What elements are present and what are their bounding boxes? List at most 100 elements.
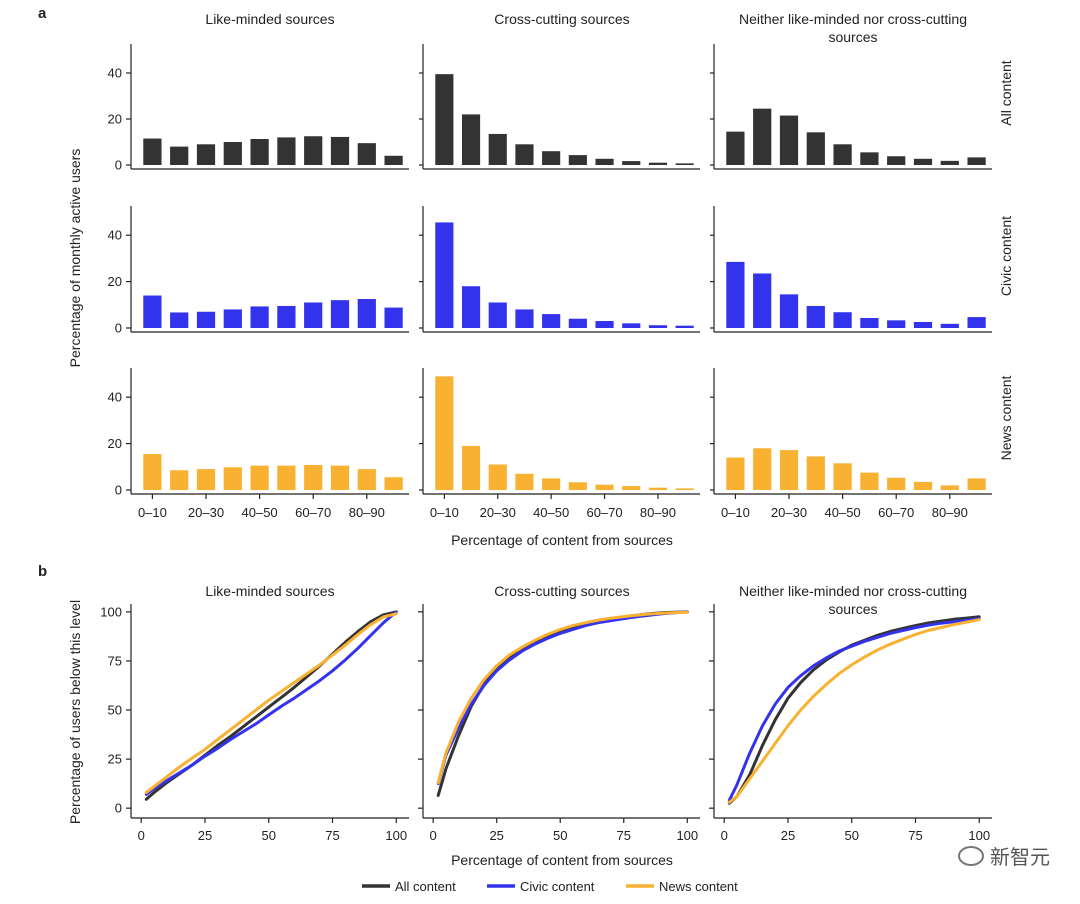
bar-news-content-neither-80-90: [940, 485, 959, 490]
bar-all-content-cross-80-90: [648, 162, 668, 165]
line-x-tick-label-cross-75: 75: [617, 828, 631, 843]
line-series-neither-civic-content: [727, 617, 981, 802]
line-series-like-news-content: [144, 612, 398, 794]
x-tick-label-news-content-neither-8: 80–90: [932, 505, 968, 520]
bar-news-content-like-30-40: [223, 467, 242, 490]
bar-all-content-neither-90-100: [967, 157, 986, 165]
y-tick-label-civic-content-like-40: 40: [108, 228, 122, 243]
bar-all-content-neither-30-40: [806, 132, 825, 165]
bar-civic-content-cross-20-30: [488, 302, 507, 328]
bar-all-content-like-80-90: [357, 143, 376, 165]
bar-civic-content-like-50-60: [277, 305, 296, 328]
bar-news-content-cross-50-60: [568, 482, 587, 490]
bar-all-content-cross-20-30: [488, 133, 507, 165]
bar-news-content-like-70-80: [330, 465, 350, 490]
bar-civic-content-like-60-70: [304, 302, 323, 328]
bar-all-content-like-50-60: [277, 137, 296, 165]
bar-all-content-cross-10-20: [461, 114, 481, 165]
line-y-tick-label-like-100: 100: [100, 604, 122, 619]
line-x-tick-label-neither-75: 75: [908, 828, 922, 843]
col-title-like-minded-b: Like-minded sources: [205, 583, 334, 599]
bar-news-content-like-80-90: [357, 469, 376, 490]
line-x-tick-label-neither-100: 100: [968, 828, 990, 843]
line-y-axis-label: Percentage of users below this level: [67, 600, 83, 824]
x-tick-label-news-content-neither-6: 60–70: [878, 505, 914, 520]
line-x-tick-label-neither-50: 50: [844, 828, 858, 843]
x-tick-label-news-content-neither-2: 20–30: [771, 505, 807, 520]
bar-all-content-cross-60-70: [595, 158, 614, 165]
line-y-tick-label-like-50: 50: [108, 703, 122, 718]
bar-y-axis-label: Percentage of monthly active users: [67, 149, 83, 368]
row-title-all: All content: [998, 60, 1014, 125]
col-title-neither-b-line2: sources: [828, 601, 877, 617]
col-title-neither-b-line1: Neither like-minded nor cross-cutting: [739, 583, 967, 599]
watermark-text: 新智元: [990, 845, 1050, 869]
bar-news-content-cross-70-80: [622, 486, 641, 490]
legend-label-news-content: News content: [659, 879, 738, 894]
bar-civic-content-like-70-80: [330, 300, 350, 328]
plots-layer: 0 20 40 0 20 40 0 20 40 0–10 20–30 40–50 60–70 80–90 0…: [100, 44, 992, 843]
bar-news-content-like-20-30: [196, 469, 216, 490]
bar-civic-content-neither-40-50: [833, 312, 852, 328]
bar-all-content-like-20-30: [196, 144, 216, 165]
bar-news-content-like-50-60: [277, 465, 296, 490]
bar-civic-content-cross-80-90: [648, 325, 668, 328]
x-tick-label-news-content-cross-4: 40–50: [533, 505, 569, 520]
bar-all-content-neither-50-60: [860, 152, 879, 165]
line-x-tick-label-like-50: 50: [261, 828, 275, 843]
bar-all-content-cross-90-100: [675, 163, 694, 165]
bar-civic-content-like-30-40: [223, 309, 242, 328]
bar-all-content-neither-40-50: [833, 144, 852, 165]
bar-news-content-cross-0-10: [435, 376, 454, 490]
y-tick-label-news-content-like-40: 40: [108, 390, 122, 405]
line-y-tick-label-like-75: 75: [108, 653, 122, 668]
bar-all-content-like-60-70: [304, 136, 323, 165]
bar-civic-content-neither-90-100: [967, 317, 986, 328]
bar-all-content-cross-50-60: [568, 155, 587, 165]
line-x-tick-label-cross-100: 100: [676, 828, 698, 843]
bar-news-content-like-60-70: [304, 464, 323, 490]
bar-civic-content-cross-70-80: [622, 323, 641, 328]
bar-all-content-cross-70-80: [622, 161, 641, 165]
bar-news-content-neither-30-40: [806, 456, 825, 490]
legend: All content Civic content News content: [362, 879, 738, 894]
bar-news-content-neither-60-70: [887, 477, 906, 490]
bar-news-content-cross-90-100: [675, 488, 694, 490]
col-title-like-minded-a: Like-minded sources: [205, 11, 334, 27]
bar-civic-content-like-80-90: [357, 299, 376, 328]
row-title-civic: Civic content: [998, 216, 1014, 296]
bar-civic-content-like-10-20: [170, 312, 189, 328]
line-x-tick-label-like-0: 0: [138, 828, 145, 843]
line-x-tick-label-like-75: 75: [325, 828, 339, 843]
line-series-cross-civic-content: [436, 610, 689, 786]
panel-b-label: b: [38, 563, 47, 580]
bar-news-content-cross-60-70: [595, 484, 614, 490]
bar-civic-content-neither-60-70: [887, 320, 906, 328]
bar-news-content-neither-20-30: [779, 450, 799, 490]
bar-news-content-cross-10-20: [461, 445, 481, 490]
col-title-cross-cutting-b: Cross-cutting sources: [494, 583, 629, 599]
line-x-axis-label: Percentage of content from sources: [451, 852, 673, 868]
line-x-tick-label-cross-50: 50: [553, 828, 567, 843]
x-tick-label-news-content-like-8: 80–90: [349, 505, 385, 520]
bar-civic-content-cross-0-10: [435, 222, 454, 328]
line-series-cross-all-content: [436, 610, 689, 797]
x-tick-label-news-content-like-4: 40–50: [242, 505, 278, 520]
bar-news-content-like-90-100: [384, 477, 403, 490]
x-tick-label-news-content-like-2: 20–30: [188, 505, 224, 520]
bar-civic-content-neither-20-30: [779, 294, 799, 328]
line-y-tick-label-like-25: 25: [108, 752, 122, 767]
legend-label-civic-content: Civic content: [520, 879, 595, 894]
bar-all-content-like-0-10: [143, 138, 162, 165]
bar-all-content-cross-40-50: [542, 151, 561, 165]
bar-news-content-neither-90-100: [967, 478, 986, 490]
y-tick-label-all-content-like-0: 0: [115, 158, 122, 173]
line-series-neither-news-content: [727, 618, 981, 804]
row-title-news: News content: [998, 375, 1014, 460]
bar-all-content-cross-30-40: [515, 144, 534, 165]
bar-news-content-like-0-10: [143, 454, 162, 490]
bar-all-content-neither-20-30: [779, 115, 799, 165]
bar-civic-content-neither-50-60: [860, 318, 879, 328]
y-tick-label-news-content-like-0: 0: [115, 483, 122, 498]
panel-a-label: a: [38, 5, 47, 22]
